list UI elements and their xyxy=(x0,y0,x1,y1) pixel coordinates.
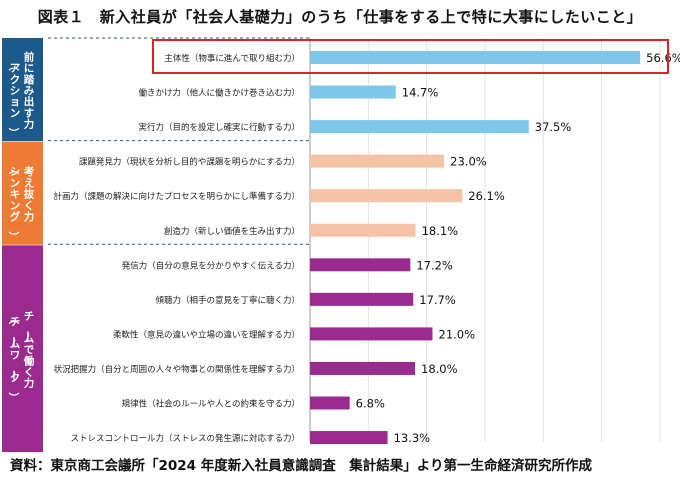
bar xyxy=(310,154,445,168)
bar xyxy=(310,51,641,64)
category-label: 規律性（社会のルールや人との約束を守る力） xyxy=(122,399,300,410)
category-label: 傾聴力（相手の意見を丁寧に聴く力） xyxy=(155,295,300,306)
category-label: 働きかけ力（他人に働きかけ巻き込む力） xyxy=(138,88,300,99)
value-label: 23.0% xyxy=(450,155,487,169)
group-box-teamwork xyxy=(2,245,43,453)
bar xyxy=(310,396,350,410)
category-labels: 主体性（物事に進んで取り組む力） 働きかけ力（他人に働きかけ巻き込む力） 実行力（目… xyxy=(53,53,300,444)
category-label: 計画力（課題の解決に向けたプロセスを明らかにし準備する力） xyxy=(53,191,300,202)
grid-lines xyxy=(309,38,661,442)
bar xyxy=(310,431,388,445)
highlight-box xyxy=(152,39,669,74)
value-label: 18.0% xyxy=(421,362,458,376)
bar xyxy=(310,120,529,134)
group-dividers xyxy=(48,37,310,245)
category-label: 状況把握力（自分と周囲の人々や物事との関係性を理解する力） xyxy=(54,364,300,375)
category-label: 発信力（自分の意見を分かりやすく伝える力） xyxy=(122,260,300,271)
value-label: 18.1% xyxy=(422,224,459,238)
bar xyxy=(310,258,411,272)
bar xyxy=(310,223,416,237)
group-label-action-main: 前に踏み出す力 xyxy=(24,50,35,130)
group-label-thinking-main: 考え抜く力 xyxy=(24,165,35,223)
group-box-thinking xyxy=(2,141,43,245)
value-label: 26.1% xyxy=(468,189,505,203)
highlight-frame xyxy=(152,39,669,74)
bar xyxy=(310,189,463,203)
value-label: 56.6% xyxy=(646,51,680,65)
category-label: 実行力（目的を設定し確実に行動する力） xyxy=(138,122,300,133)
source-note: 資料：東京商工会議所「2024 年度新入社員意識調査 集計結果」より第一生命経済… xyxy=(10,458,593,474)
category-label: 主体性（物事に進んで取り組む力） xyxy=(164,53,300,64)
group-label-teamwork-main: チームで働く力 xyxy=(21,310,35,389)
value-label: 37.5% xyxy=(535,120,572,134)
category-label: 柔軟性（意見の違いや立場の違いを理解する力） xyxy=(113,329,300,340)
group-label-teamwork-sub: （チームワーク） xyxy=(7,314,21,403)
value-labels: 56.6% 14.7% 37.5% 23.0% 26.1% 18.1% 17.2% 17.7%… xyxy=(356,51,680,445)
group-labels: 前に踏み出す力（アクション） 考え抜く力（シンキング） チームで働く力（チームワーク… xyxy=(2,38,43,453)
bar xyxy=(310,292,414,306)
value-label: 14.7% xyxy=(402,86,439,100)
category-label: 課題発見力（現状を分析し目的や課題を明らかにする力） xyxy=(79,157,300,168)
category-label: 創造力（新しい価値を生み出す力） xyxy=(164,226,300,237)
bar xyxy=(310,85,396,99)
bar xyxy=(310,361,415,375)
value-label: 17.2% xyxy=(416,258,453,272)
value-label: 13.3% xyxy=(394,431,431,445)
bar xyxy=(310,327,433,341)
group-box-action xyxy=(2,38,43,142)
group-label-action-sub: （アクション） xyxy=(7,60,21,138)
bars xyxy=(310,51,641,445)
group-label-thinking-sub: （シンキング） xyxy=(7,164,21,242)
value-label: 17.7% xyxy=(419,293,456,307)
chart-title: 図表１ 新入社員が「社会人基礎力」のうち「仕事をする上で特に大事にしたいこと」 xyxy=(37,8,643,26)
value-label: 21.0% xyxy=(439,327,476,341)
value-label: 6.8% xyxy=(356,397,385,411)
category-label: ストレスコントロール力（ストレスの発生源に対応する力） xyxy=(70,433,300,444)
